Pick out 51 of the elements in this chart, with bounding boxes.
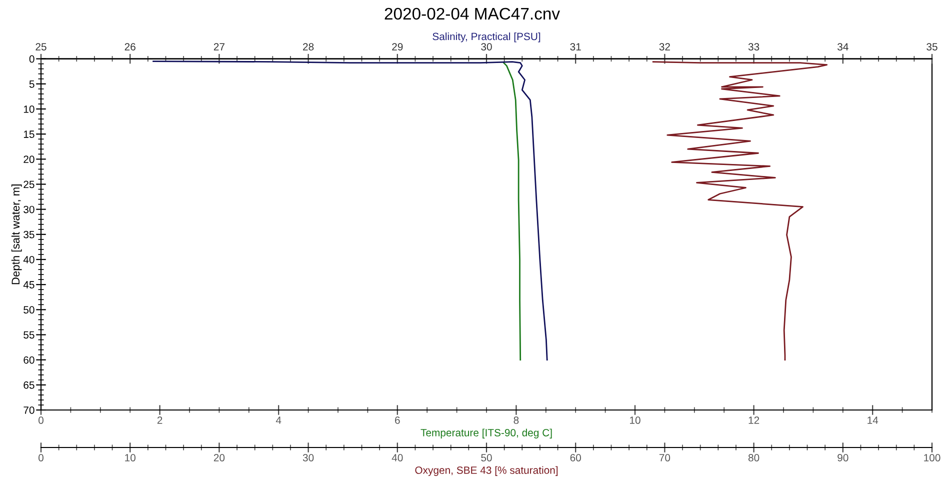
x2-tick-label: 25	[36, 43, 46, 50]
y-tick-label: 50	[24, 306, 34, 314]
x-axis-title: Oxygen, SBE 43 [% saturation]	[415, 466, 558, 476]
x-tick-label: 30	[302, 454, 314, 462]
y-tick-label: 0	[29, 55, 34, 63]
y-tick-label: 70	[24, 406, 34, 414]
x-tick-label: 90	[838, 454, 848, 462]
x2-tick-label: 30	[481, 43, 492, 50]
x2-tick-label: 27	[214, 43, 224, 50]
line-series	[503, 62, 522, 361]
x2-tick-label: 32	[659, 43, 670, 50]
x-tick-label: 8	[514, 416, 519, 424]
x-tick-label: 50	[481, 454, 492, 462]
y-tick-label: 30	[24, 206, 34, 214]
x-tick-label: 20	[214, 454, 225, 462]
x2-tick-label: 29	[392, 43, 403, 50]
y-tick-label: 10	[24, 105, 34, 113]
x-tick-label: 0	[38, 454, 44, 462]
y-tick-label: 25	[24, 180, 34, 188]
x-tick-label: 70	[659, 454, 670, 462]
y-tick-label: 20	[24, 156, 34, 164]
x2-tick-label: 35	[926, 43, 938, 50]
x-tick-label: 80	[748, 454, 760, 462]
y-tick-label: 45	[23, 281, 34, 288]
x-axis-title: Temperature [ITS-90, deg C]	[420, 428, 552, 438]
x-tick-label: 40	[392, 454, 403, 462]
chart-title: 2020-02-04 MAC47.cnv	[384, 8, 560, 20]
y-tick-label: 15	[24, 130, 34, 138]
x-tick-label: 6	[395, 416, 400, 424]
x2-tick-label: 34	[838, 43, 848, 50]
x-tick-label: 2	[157, 416, 162, 424]
y-tick-label: 35	[24, 230, 34, 238]
x-tick-label: 14	[868, 416, 878, 424]
x-tick-label: 10	[125, 454, 136, 462]
x-tick-label: 4	[276, 416, 282, 424]
x2-tick-label: 31	[570, 43, 581, 50]
x-tick-label: 100	[924, 454, 940, 462]
y-tick-label: 5	[29, 80, 34, 88]
y-axis-title: Depth [salt water, m]	[11, 184, 22, 284]
y-tick-label: 40	[23, 256, 34, 264]
x-tick-label: 12	[748, 416, 760, 424]
x2-axis-title: Salinity, Practical [PSU]	[432, 32, 540, 42]
y-tick-label: 55	[24, 331, 34, 339]
x-tick-label: 10	[630, 416, 640, 424]
x2-tick-label: 28	[303, 43, 314, 50]
x2-tick-label: 26	[124, 43, 136, 50]
x2-tick-label: 33	[748, 43, 760, 50]
y-tick-label: 65	[24, 381, 34, 389]
y-tick-label: 60	[24, 356, 34, 364]
x-tick-label: 60	[570, 454, 581, 462]
x-tick-label: 0	[38, 416, 44, 424]
